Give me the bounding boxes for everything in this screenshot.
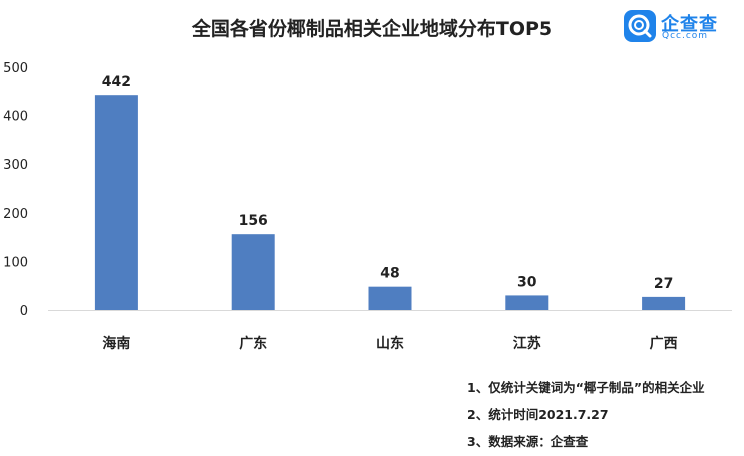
category-label: 江苏 — [513, 335, 541, 352]
logo-domain-text: Qcc.com — [662, 31, 709, 41]
y-axis: 0 100 200 300 400 500 — [3, 61, 28, 319]
bar — [94, 95, 138, 310]
y-tick-label: 300 — [3, 158, 28, 173]
bar — [642, 296, 686, 310]
data-label: 442 — [102, 74, 131, 90]
category-label: 山东 — [376, 335, 404, 352]
category-label: 广东 — [239, 335, 267, 352]
bar — [505, 295, 549, 310]
category-label: 海南 — [102, 335, 130, 352]
y-tick-label: 500 — [3, 61, 28, 76]
qcc-logo: 企查查 Qcc.com — [624, 10, 736, 44]
data-label: 27 — [654, 276, 673, 292]
footnote-1: 1、仅统计关键词为“椰子制品”的相关企业 — [467, 380, 705, 395]
data-label: 48 — [380, 266, 399, 282]
bar — [231, 234, 275, 310]
footnotes: 1、仅统计关键词为“椰子制品”的相关企业 2、统计时间2021.7.27 3、数… — [467, 374, 743, 455]
category-label: 广西 — [650, 335, 678, 352]
data-labels: 442 156 48 30 27 — [102, 74, 674, 292]
chart-title: 全国各省份椰制品相关企业地域分布TOP5 — [191, 18, 553, 40]
bars — [94, 95, 686, 310]
y-tick-label: 100 — [3, 255, 28, 270]
footnote-2: 2、统计时间2021.7.27 — [467, 407, 609, 422]
y-tick-label: 400 — [3, 110, 28, 125]
y-tick-label: 0 — [20, 304, 28, 319]
y-tick-label: 200 — [3, 207, 28, 222]
bar — [368, 286, 412, 310]
logo-brand-text: 企查查 — [661, 14, 718, 35]
data-label: 30 — [517, 274, 537, 290]
qcc-logo-icon — [624, 10, 656, 42]
footnote-3: 3、数据来源：企查查 — [467, 434, 589, 449]
data-label: 156 — [239, 213, 268, 229]
category-labels: 海南 广东 山东 江苏 广西 — [102, 335, 677, 352]
